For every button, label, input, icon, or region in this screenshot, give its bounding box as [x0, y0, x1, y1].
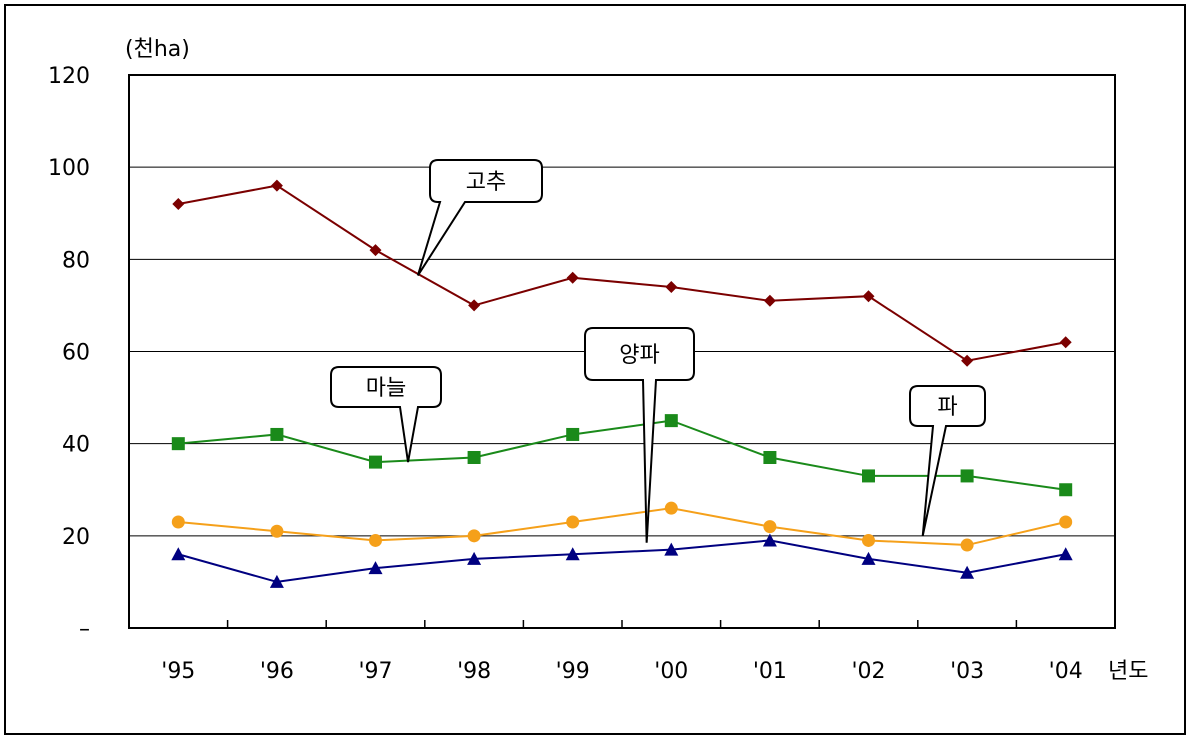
data-point	[368, 561, 383, 575]
callout-bubble	[909, 385, 986, 537]
x-tick-label: '95	[161, 659, 195, 684]
data-point	[566, 427, 580, 441]
data-point	[566, 515, 580, 529]
y-tick-label: 120	[48, 64, 90, 89]
callout-label: 양파	[619, 343, 659, 368]
data-point	[369, 244, 382, 257]
series-line	[178, 539, 1066, 583]
x-tick-label: '04	[1049, 659, 1083, 684]
data-point	[171, 547, 186, 561]
x-tick-label: '99	[556, 659, 590, 684]
data-point	[467, 551, 482, 565]
data-point	[664, 414, 678, 428]
data-point	[763, 294, 776, 307]
callout-label: 고추	[466, 170, 506, 195]
callout-bubble	[416, 159, 543, 277]
data-point	[960, 469, 974, 483]
data-point	[1059, 515, 1073, 529]
x-tick-label: '02	[851, 659, 885, 684]
data-point	[960, 565, 975, 579]
callout-bubble	[330, 366, 442, 463]
data-point	[369, 533, 382, 547]
series-lines	[178, 184, 1066, 583]
data-point	[763, 450, 777, 464]
callout-label: 파	[937, 395, 957, 420]
data-point	[664, 501, 678, 515]
y-axis-labels: – 20 40 60 80 100 120	[48, 64, 90, 642]
data-point	[1058, 547, 1073, 561]
data-point	[1059, 483, 1073, 497]
x-tick-label: '03	[950, 659, 984, 684]
data-point	[1059, 336, 1072, 349]
data-point	[171, 437, 185, 451]
x-axis-ticks	[226, 620, 1018, 628]
x-tick-label: '97	[358, 659, 392, 684]
x-axis-title: 년도	[1108, 659, 1148, 684]
callout-label: 마늘	[366, 376, 406, 401]
x-tick-label: '96	[260, 659, 294, 684]
series-line	[178, 184, 1066, 362]
series-line	[178, 507, 1066, 547]
x-axis-labels: '95 '96 '97 '98 '99 '00 '01 '02 '03 '04	[161, 659, 1082, 684]
data-point	[369, 455, 382, 469]
callout-bubble	[584, 327, 695, 543]
gridlines	[129, 166, 1115, 537]
data-point	[566, 271, 579, 284]
data-point	[269, 574, 284, 588]
y-tick-label: 60	[62, 341, 90, 366]
data-point	[467, 529, 481, 543]
data-point	[565, 547, 580, 561]
data-point	[172, 198, 185, 211]
y-axis-title: (천ha)	[125, 37, 190, 62]
data-point	[762, 533, 777, 547]
data-point	[861, 551, 876, 565]
y-tick-label: 100	[48, 156, 90, 181]
data-point	[270, 179, 283, 192]
data-point	[763, 520, 777, 534]
x-tick-label: '00	[654, 659, 688, 684]
data-point	[862, 533, 875, 547]
data-point	[960, 538, 974, 552]
data-point	[665, 280, 678, 293]
data-point	[862, 290, 875, 303]
data-point	[467, 450, 481, 464]
callout-마늘: 마늘	[330, 366, 442, 463]
data-point	[171, 515, 185, 529]
data-point	[468, 299, 481, 312]
data-point	[862, 469, 875, 483]
callout-파: 파	[909, 385, 986, 537]
data-point	[961, 354, 974, 367]
y-tick-label: 40	[62, 433, 90, 458]
y-tick-label: 20	[62, 525, 90, 550]
series-markers	[171, 179, 1073, 588]
data-point	[270, 427, 284, 441]
y-tick-label: 80	[62, 248, 90, 273]
callout-양파: 양파	[584, 327, 695, 543]
y-tick-label: –	[79, 617, 90, 642]
series-line	[178, 419, 1066, 491]
x-tick-label: '01	[753, 659, 787, 684]
x-tick-label: '98	[457, 659, 491, 684]
data-point	[664, 542, 679, 556]
callout-고추: 고추	[416, 159, 543, 277]
data-point	[270, 524, 284, 538]
